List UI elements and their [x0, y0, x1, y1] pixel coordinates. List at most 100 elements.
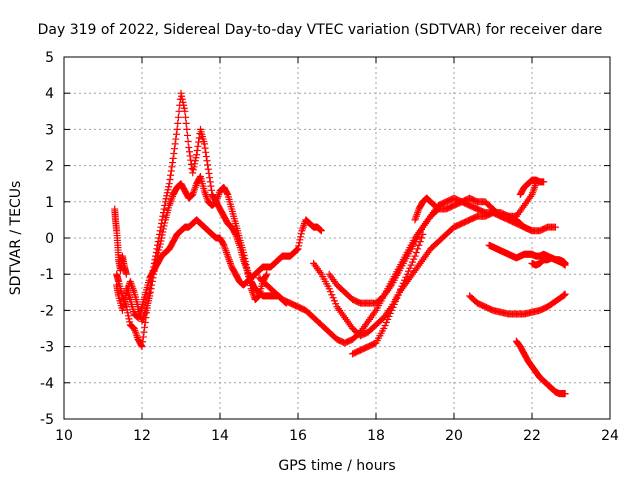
data-point [406, 264, 414, 272]
data-point [145, 290, 153, 298]
series-arc-n [111, 205, 130, 278]
data-point [154, 238, 162, 246]
data-point [177, 89, 185, 97]
data-point [405, 267, 412, 275]
data-point [137, 341, 145, 349]
data-point [125, 315, 133, 323]
data-point [189, 166, 197, 174]
data-point [561, 290, 569, 298]
data-point [397, 285, 405, 293]
data-point [184, 131, 191, 139]
data-point [254, 293, 262, 301]
data-point [384, 315, 392, 323]
data-point [155, 234, 163, 242]
data-point [145, 294, 152, 302]
data-point [195, 138, 203, 146]
data-point [242, 261, 250, 269]
plot-frame [63, 56, 611, 420]
data-point [411, 252, 419, 260]
x-tick-label: 16 [289, 428, 307, 444]
data-point [159, 212, 167, 220]
data-point [139, 338, 147, 346]
data-point [293, 245, 301, 253]
data-point [190, 163, 198, 171]
series-arc-g [349, 230, 427, 358]
data-point [179, 98, 187, 106]
data-point [203, 157, 211, 165]
data-point [158, 216, 166, 224]
y-tick-label: -2 [40, 303, 54, 319]
x-tick-label: 24 [601, 428, 619, 444]
data-point [144, 299, 152, 307]
chart-title: Day 319 of 2022, Sidereal Day-to-day VTE… [38, 22, 603, 38]
data-point [241, 258, 249, 266]
data-point [172, 135, 180, 143]
data-point [317, 226, 325, 234]
data-point [187, 156, 195, 164]
data-point [124, 312, 132, 320]
data-point [382, 318, 390, 326]
data-point [143, 304, 151, 312]
data-point [332, 300, 340, 308]
data-point [119, 306, 126, 314]
data-point [196, 174, 204, 182]
data-point [262, 271, 270, 279]
data-point [393, 294, 401, 302]
data-point [192, 154, 200, 162]
data-point [178, 95, 186, 103]
grid-lines [64, 57, 610, 419]
data-point [172, 130, 180, 138]
data-point [180, 101, 188, 109]
data-point [208, 186, 216, 194]
data-point [329, 294, 337, 302]
data-point [159, 209, 167, 217]
data-point [295, 239, 303, 247]
data-point [297, 230, 305, 238]
data-point [402, 273, 410, 281]
data-point [175, 107, 183, 115]
y-tick-label: 1 [45, 195, 54, 211]
data-point [168, 163, 176, 171]
series-arc-k [528, 254, 569, 269]
data-point [540, 178, 548, 186]
data-point [223, 189, 231, 197]
data-point [122, 270, 130, 278]
data-point [297, 233, 305, 241]
data-point [165, 183, 173, 191]
data-point [381, 321, 389, 329]
data-point [394, 291, 402, 299]
data-point [126, 318, 134, 326]
data-point [156, 230, 164, 238]
data-point [412, 248, 420, 256]
data-point [527, 226, 535, 234]
data-point [195, 134, 203, 142]
data-point [403, 270, 411, 278]
data-point [388, 306, 396, 314]
data-point [178, 92, 186, 100]
y-tick-label: 5 [45, 50, 54, 66]
data-point [317, 227, 325, 235]
data-point [180, 104, 188, 112]
data-point [415, 241, 423, 249]
x-tick-label: 12 [133, 428, 151, 444]
x-tick-label: 18 [367, 428, 385, 444]
series-arc-b [113, 89, 271, 351]
data-point [401, 276, 409, 284]
data-point [551, 223, 559, 231]
y-tick-label: -4 [40, 376, 54, 392]
data-point [385, 312, 393, 320]
data-point [185, 148, 193, 156]
x-tick-label: 20 [445, 428, 463, 444]
data-point [122, 303, 130, 311]
data-point [164, 186, 172, 194]
data-point [295, 242, 303, 250]
data-point [327, 288, 334, 296]
data-point [169, 154, 177, 162]
y-tick-label: 2 [45, 159, 54, 175]
data-point [330, 297, 338, 305]
data-point [240, 251, 248, 259]
data-point [153, 245, 161, 253]
data-point [418, 234, 425, 242]
data-point [204, 161, 212, 169]
